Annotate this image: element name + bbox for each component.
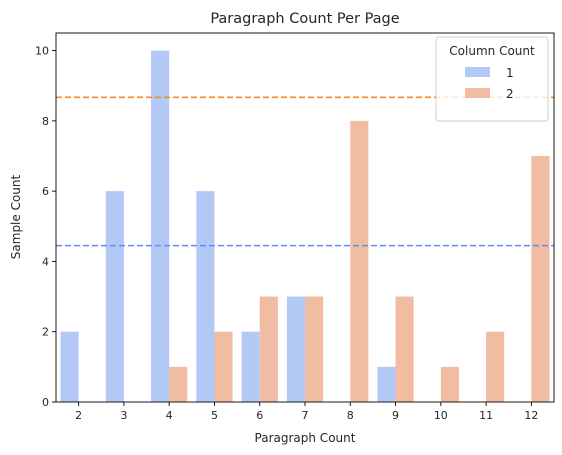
y-tick-label: 0 (42, 396, 49, 409)
y-tick-label: 6 (42, 185, 49, 198)
y-tick-label: 8 (42, 115, 49, 128)
legend-title: Column Count (449, 44, 535, 58)
bar-series-2-cat-6 (259, 296, 278, 402)
legend-swatch-series-2 (465, 88, 490, 98)
x-tick-label: 9 (392, 409, 399, 422)
x-tick-label: 8 (347, 409, 354, 422)
x-tick-label: 12 (524, 409, 538, 422)
y-tick-label: 2 (42, 326, 49, 339)
legend-label-series-2: 2 (506, 87, 514, 101)
bar-series-1-cat-9 (377, 366, 396, 402)
bar-series-1-cat-4 (151, 50, 170, 402)
x-tick-label: 6 (256, 409, 263, 422)
legend-swatch-series-1 (465, 67, 490, 77)
bar-series-2-cat-8 (350, 120, 369, 402)
bar-series-2-cat-11 (486, 331, 505, 402)
y-tick-label: 10 (35, 45, 49, 58)
x-tick-label: 10 (434, 409, 448, 422)
x-tick-label: 5 (211, 409, 218, 422)
x-tick-label: 7 (302, 409, 309, 422)
x-tick-label: 3 (120, 409, 127, 422)
bar-series-2-cat-7 (305, 296, 324, 402)
bars-layer (60, 50, 550, 402)
bar-series-2-cat-10 (440, 366, 459, 402)
legend-label-series-1: 1 (506, 66, 514, 80)
bar-series-1-cat-2 (60, 331, 79, 402)
y-axis-label: Sample Count (9, 174, 23, 259)
bar-series-2-cat-12 (531, 156, 550, 402)
bar-series-1-cat-7 (286, 296, 305, 402)
chart-title: Paragraph Count Per Page (210, 11, 399, 27)
bar-series-1-cat-5 (196, 191, 215, 402)
x-axis-label: Paragraph Count (255, 431, 356, 445)
legend: Column Count 1 2 (435, 36, 549, 122)
y-axis-ticks: 0 2 4 6 8 10 (35, 45, 56, 409)
legend-box (435, 36, 549, 122)
x-tick-label: 11 (479, 409, 493, 422)
x-axis-ticks: 2 3 4 5 6 7 8 9 10 11 12 (75, 402, 538, 422)
x-tick-label: 4 (166, 409, 173, 422)
bar-series-1-cat-3 (105, 191, 124, 402)
x-tick-label: 2 (75, 409, 82, 422)
bar-series-2-cat-5 (214, 331, 233, 402)
bar-series-1-cat-6 (241, 331, 260, 402)
bar-series-2-cat-9 (395, 296, 414, 402)
bar-series-2-cat-4 (169, 366, 188, 402)
y-tick-label: 4 (42, 255, 49, 268)
